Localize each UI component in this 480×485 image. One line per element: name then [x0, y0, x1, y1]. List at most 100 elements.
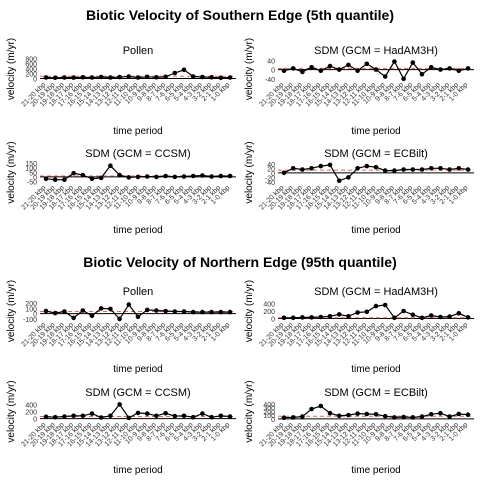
- y-axis-label: velocity (m/yr): [244, 38, 255, 100]
- data-point: [318, 163, 324, 169]
- data-point: [346, 62, 351, 68]
- y-tick-label: 0: [271, 171, 275, 178]
- data-point: [218, 413, 224, 419]
- data-point: [71, 413, 76, 419]
- data-point: [89, 75, 95, 80]
- y-tick-label: 200: [263, 409, 275, 416]
- x-axis-label: time period: [113, 364, 162, 375]
- y-tick-label: 0: [33, 175, 37, 182]
- data-point: [144, 411, 150, 416]
- panel-title: Pollen: [123, 286, 154, 298]
- data-point: [200, 74, 205, 80]
- panel-title: SDM (GCM = CCSM): [85, 387, 190, 399]
- data-point: [382, 168, 388, 173]
- data-point: [465, 315, 471, 320]
- data-point: [108, 306, 113, 312]
- data-point: [465, 66, 471, 71]
- data-point: [71, 170, 76, 176]
- data-point: [200, 173, 205, 178]
- data-point: [410, 60, 416, 65]
- data-point: [346, 175, 351, 180]
- data-point: [218, 309, 224, 315]
- data-point: [401, 414, 406, 420]
- data-point: [108, 163, 113, 168]
- data-point: [327, 410, 333, 416]
- data-point: [62, 75, 67, 80]
- data-point: [401, 308, 406, 314]
- data-point: [227, 75, 233, 80]
- y-tick-label: -40: [265, 77, 275, 84]
- data-point: [154, 308, 159, 313]
- y-tick-label: 50: [29, 170, 37, 177]
- data-point: [419, 315, 425, 321]
- data-point: [43, 176, 49, 182]
- data-point: [300, 167, 305, 172]
- chart-panel: SDM (GCM = ECBilt) velocity (m/yr) 0100200…: [244, 380, 474, 476]
- data-point: [438, 314, 443, 320]
- data-point: [355, 310, 360, 315]
- data-point: [227, 173, 233, 179]
- data-point: [71, 315, 76, 321]
- data-point: [172, 413, 178, 419]
- y-tick-label: 0: [271, 317, 275, 324]
- data-point: [43, 75, 49, 80]
- data-point: [190, 414, 196, 420]
- data-point: [373, 67, 379, 72]
- y-tick-label: 100: [25, 306, 37, 313]
- data-point: [401, 76, 406, 82]
- data-point: [227, 414, 233, 419]
- data-point: [80, 413, 86, 419]
- y-tick-label: 400: [263, 302, 275, 309]
- data-point: [218, 173, 224, 179]
- chart-panel: SDM (GCM = HadAM3H) velocity (m/yr) -40 0 40…: [244, 38, 474, 137]
- data-point: [465, 167, 471, 172]
- chart-panel: SDM (GCM = HadAM3H) velocity (m/yr) 020040…: [244, 280, 474, 375]
- data-point: [71, 75, 76, 80]
- data-point: [80, 172, 86, 178]
- data-point: [89, 411, 95, 416]
- data-point: [336, 178, 342, 183]
- y-tick-label: -100: [23, 317, 37, 324]
- data-point: [98, 415, 104, 420]
- x-axis-label: time period: [351, 225, 400, 236]
- data-point: [172, 70, 178, 76]
- data-point: [373, 164, 379, 170]
- data-point: [355, 166, 360, 171]
- data-point: [89, 313, 95, 319]
- data-point: [456, 311, 462, 316]
- x-axis-label: time period: [351, 465, 400, 476]
- data-point: [410, 312, 416, 318]
- data-point: [80, 75, 86, 80]
- data-point: [336, 413, 342, 419]
- y-tick-label: 150: [25, 161, 37, 168]
- y-tick-label: 100: [25, 166, 37, 173]
- data-point: [392, 168, 397, 173]
- data-point: [80, 308, 86, 313]
- data-point: [364, 163, 370, 169]
- y-tick-label: 400: [263, 402, 275, 409]
- data-point: [117, 316, 122, 322]
- data-point: [135, 314, 141, 320]
- panel-title: SDM (GCM = CCSM): [85, 148, 190, 160]
- data-point: [447, 414, 452, 419]
- data-point: [392, 415, 397, 420]
- section-title-southern: Biotic Velocity of Southern Edge (5th qu…: [86, 7, 394, 23]
- y-axis-label: velocity (m/yr): [6, 38, 17, 100]
- data-point: [428, 412, 434, 417]
- data-point: [52, 177, 58, 182]
- data-point: [126, 175, 132, 180]
- data-point: [190, 309, 196, 315]
- data-point: [327, 162, 333, 168]
- data-point: [318, 403, 324, 409]
- data-point: [281, 170, 287, 176]
- data-point: [144, 74, 150, 80]
- data-point: [218, 75, 224, 81]
- y-tick-label: 0: [271, 417, 275, 424]
- y-axis-label: velocity (m/yr): [6, 280, 17, 342]
- data-point: [318, 314, 324, 320]
- data-point: [190, 74, 196, 79]
- data-point: [327, 63, 333, 69]
- data-point: [144, 174, 150, 179]
- data-point: [355, 411, 360, 416]
